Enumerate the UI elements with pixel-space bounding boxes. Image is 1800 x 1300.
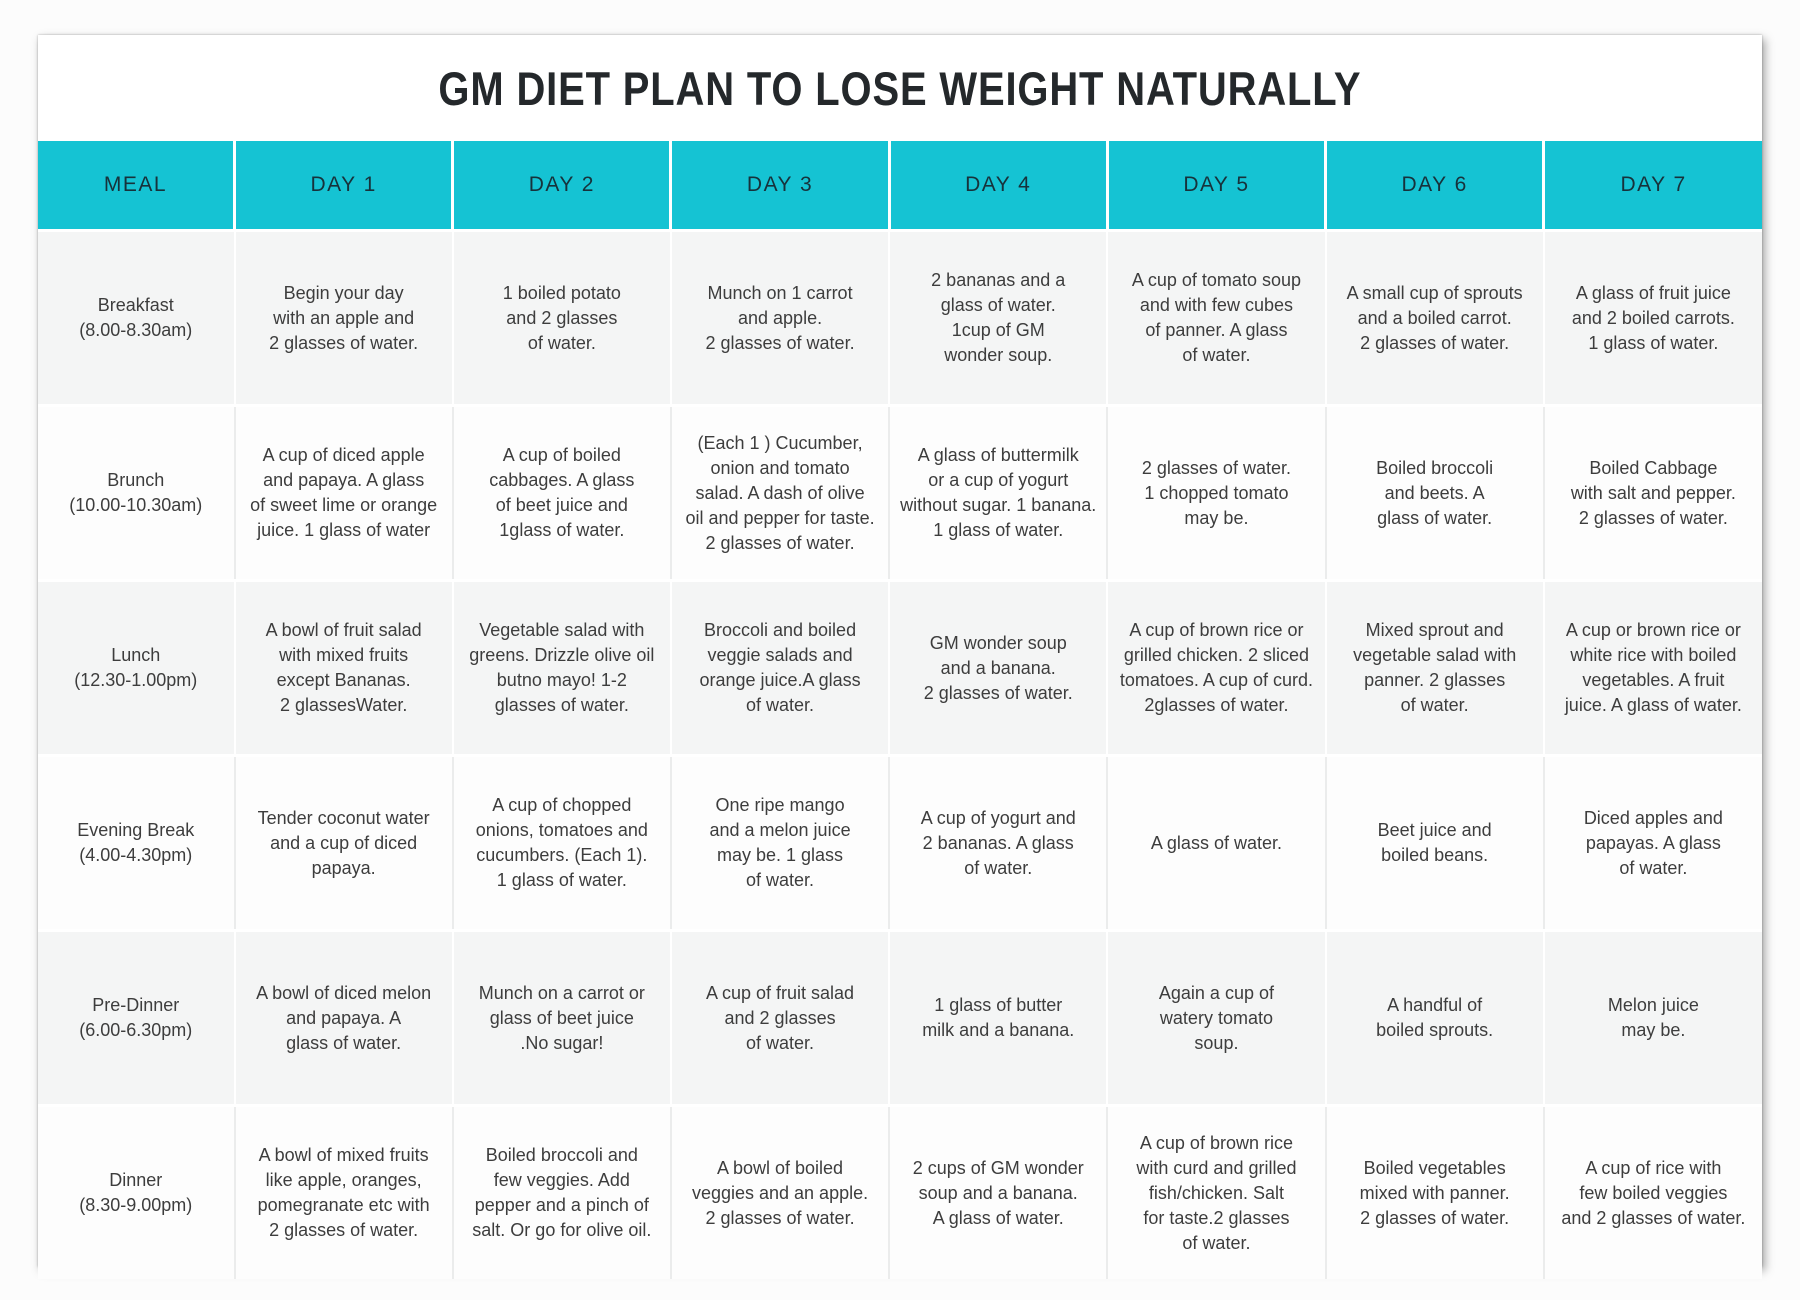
meal-name: Dinner xyxy=(109,1170,163,1190)
table-row-brunch: Brunch (10.00-10.30am) A cup of diced app… xyxy=(38,404,1762,581)
diet-cell-brunch-day1: A cup of diced apple and papaya. A glass… xyxy=(233,404,453,581)
diet-cell-evening-day2: A cup of chopped onions, tomatoes and cu… xyxy=(451,754,671,931)
meal-label-cell: Breakfast (8.00-8.30am) xyxy=(38,229,235,406)
diet-cell-brunch-day4: A glass of buttermilk or a cup of yogurt… xyxy=(888,404,1108,581)
meal-time: (8.30-9.00pm) xyxy=(79,1195,193,1215)
diet-cell-evening-day4: A cup of yogurt and 2 bananas. A glass o… xyxy=(888,754,1108,931)
column-header-day-3: DAY 3 xyxy=(669,141,890,231)
table-row-evening-break: Evening Break (4.00-4.30pm) Tender coconu… xyxy=(38,754,1762,931)
column-header-meal: MEAL xyxy=(38,141,235,231)
table-row-dinner: Dinner (8.30-9.00pm) A bowl of mixed frui… xyxy=(38,1104,1762,1279)
diet-cell-breakfast-day3: Munch on 1 carrot and apple. 2 glasses o… xyxy=(669,229,890,406)
diet-cell-evening-day3: One ripe mango and a melon juice may be.… xyxy=(669,754,890,931)
meal-name: Pre-Dinner xyxy=(92,995,180,1015)
diet-cell-breakfast-day1: Begin your day with an apple and 2 glass… xyxy=(233,229,453,406)
diet-cell-evening-day7: Diced apples and papayas. A glass of wat… xyxy=(1542,754,1762,931)
diet-cell-lunch-day5: A cup of brown rice or grilled chicken. … xyxy=(1106,579,1326,756)
diet-cell-lunch-day7: A cup or brown rice or white rice with b… xyxy=(1542,579,1762,756)
diet-cell-breakfast-day6: A small cup of sprouts and a boiled carr… xyxy=(1324,229,1544,406)
diet-cell-brunch-day3: (Each 1 ) Cucumber, onion and tomato sal… xyxy=(669,404,890,581)
diet-cell-lunch-day1: A bowl of fruit salad with mixed fruits … xyxy=(233,579,453,756)
meal-name: Lunch xyxy=(111,645,161,665)
meal-name: Brunch xyxy=(107,470,165,490)
diet-plan-card: GM DIET PLAN TO LOSE WEIGHT NATURALLY ME… xyxy=(38,35,1762,1279)
meal-label-cell: Brunch (10.00-10.30am) xyxy=(38,404,235,581)
diet-cell-brunch-day5: 2 glasses of water. 1 chopped tomato may… xyxy=(1106,404,1326,581)
diet-cell-dinner-day6: Boiled vegetables mixed with panner. 2 g… xyxy=(1324,1104,1544,1279)
meal-label-cell: Lunch (12.30-1.00pm) xyxy=(38,579,235,756)
column-header-day-5: DAY 5 xyxy=(1105,141,1326,231)
meal-label-cell: Evening Break (4.00-4.30pm) xyxy=(38,754,235,931)
diet-cell-predinner-day2: Munch on a carrot or glass of beet juice… xyxy=(451,929,671,1106)
meal-time: (4.00-4.30pm) xyxy=(79,845,193,865)
diet-cell-breakfast-day7: A glass of fruit juice and 2 boiled carr… xyxy=(1542,229,1762,406)
diet-cell-brunch-day2: A cup of boiled cabbages. A glass of bee… xyxy=(451,404,671,581)
diet-cell-dinner-day5: A cup of brown rice with curd and grille… xyxy=(1106,1104,1326,1279)
table-row-breakfast: Breakfast (8.00-8.30am) Begin your day wi… xyxy=(38,229,1762,406)
column-header-day-2: DAY 2 xyxy=(451,141,671,231)
diet-cell-predinner-day3: A cup of fruit salad and 2 glasses of wa… xyxy=(669,929,890,1106)
column-header-day-1: DAY 1 xyxy=(233,141,453,231)
column-header-day-6: DAY 6 xyxy=(1324,141,1544,231)
diet-cell-lunch-day6: Mixed sprout and vegetable salad with pa… xyxy=(1324,579,1544,756)
meal-name: Breakfast xyxy=(97,295,174,315)
diet-cell-predinner-day5: Again a cup of watery tomato soup. xyxy=(1106,929,1326,1106)
diet-cell-breakfast-day2: 1 boiled potato and 2 glasses of water. xyxy=(451,229,671,406)
diet-cell-lunch-day2: Vegetable salad with greens. Drizzle oli… xyxy=(451,579,671,756)
diet-cell-evening-day6: Beet juice and boiled beans. xyxy=(1324,754,1544,931)
table-row-pre-dinner: Pre-Dinner (6.00-6.30pm) A bowl of diced … xyxy=(38,929,1762,1106)
meal-label-cell: Dinner (8.30-9.00pm) xyxy=(38,1104,235,1279)
meal-time: (10.00-10.30am) xyxy=(69,495,203,515)
diet-cell-brunch-day6: Boiled broccoli and beets. A glass of wa… xyxy=(1324,404,1544,581)
diet-cell-breakfast-day5: A cup of tomato soup and with few cubes … xyxy=(1106,229,1326,406)
diet-cell-predinner-day1: A bowl of diced melon and papaya. A glas… xyxy=(233,929,453,1106)
meal-name: Evening Break xyxy=(77,820,195,840)
meal-label-cell: Pre-Dinner (6.00-6.30pm) xyxy=(38,929,235,1106)
meal-time: (12.30-1.00pm) xyxy=(74,670,198,690)
diet-cell-dinner-day3: A bowl of boiled veggies and an apple. 2… xyxy=(669,1104,890,1279)
column-header-day-7: DAY 7 xyxy=(1542,141,1762,231)
diet-cell-lunch-day4: GM wonder soup and a banana. 2 glasses o… xyxy=(888,579,1108,756)
diet-cell-evening-day1: Tender coconut water and a cup of diced … xyxy=(233,754,453,931)
diet-cell-dinner-day7: A cup of rice with few boiled veggies an… xyxy=(1542,1104,1762,1279)
diet-cell-brunch-day7: Boiled Cabbage with salt and pepper. 2 g… xyxy=(1542,404,1762,581)
diet-cell-dinner-day1: A bowl of mixed fruits like apple, orang… xyxy=(233,1104,453,1279)
header-row: MEAL DAY 1 DAY 2 DAY 3 DAY 4 DAY 5 DAY 6… xyxy=(38,141,1762,231)
diet-cell-evening-day5: A glass of water. xyxy=(1106,754,1326,931)
diet-cell-dinner-day2: Boiled broccoli and few veggies. Add pep… xyxy=(451,1104,671,1279)
page-title: GM DIET PLAN TO LOSE WEIGHT NATURALLY xyxy=(438,61,1362,115)
diet-cell-breakfast-day4: 2 bananas and a glass of water. 1cup of … xyxy=(888,229,1108,406)
diet-cell-predinner-day6: A handful of boiled sprouts. xyxy=(1324,929,1544,1106)
table-row-lunch: Lunch (12.30-1.00pm) A bowl of fruit sala… xyxy=(38,579,1762,756)
meal-time: (6.00-6.30pm) xyxy=(79,1020,193,1040)
diet-cell-predinner-day4: 1 glass of butter milk and a banana. xyxy=(888,929,1108,1106)
title-bar: GM DIET PLAN TO LOSE WEIGHT NATURALLY xyxy=(38,35,1762,141)
diet-cell-predinner-day7: Melon juice may be. xyxy=(1542,929,1762,1106)
column-header-day-4: DAY 4 xyxy=(887,141,1108,231)
diet-cell-lunch-day3: Broccoli and boiled veggie salads and or… xyxy=(669,579,890,756)
meal-time: (8.00-8.30am) xyxy=(79,320,193,340)
diet-cell-dinner-day4: 2 cups of GM wonder soup and a banana. A… xyxy=(888,1104,1108,1279)
diet-plan-table: MEAL DAY 1 DAY 2 DAY 3 DAY 4 DAY 5 DAY 6… xyxy=(38,141,1762,1279)
